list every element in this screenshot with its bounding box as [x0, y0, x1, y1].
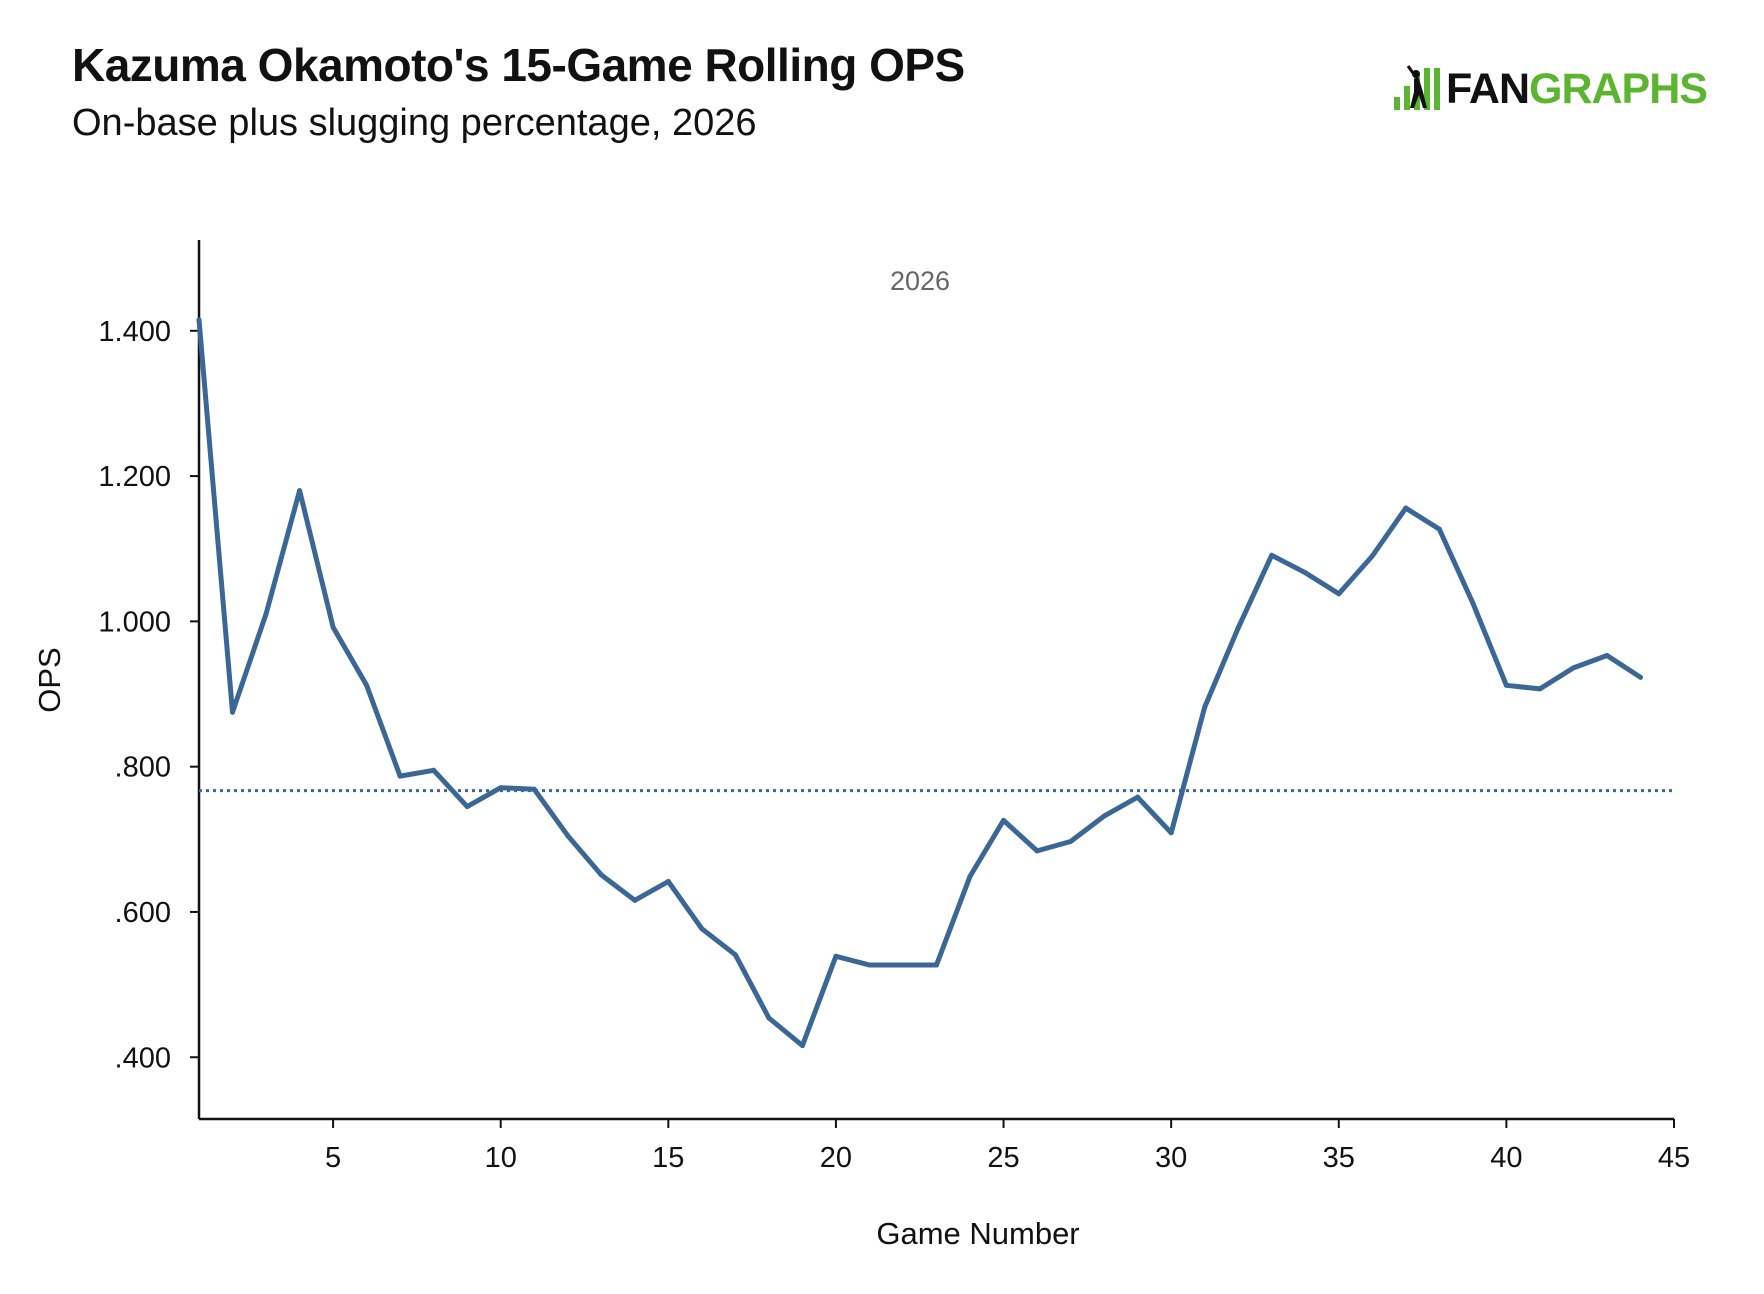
ops-data-point	[397, 773, 403, 779]
wordmark-graphs: GRAPHS	[1529, 64, 1708, 113]
fangraphs-logo: FANGRAPHS	[1392, 62, 1732, 116]
y-tick-label: 1.000	[98, 606, 171, 638]
y-tick-label: .600	[115, 897, 171, 929]
ops-data-point	[799, 1043, 805, 1049]
x-axis-title: Game Number	[876, 1216, 1079, 1251]
ops-data-point	[1436, 526, 1442, 532]
ops-data-point	[1403, 505, 1409, 511]
ops-data-point	[565, 833, 571, 839]
ops-data-point	[1235, 625, 1241, 631]
ops-data-point	[1570, 665, 1576, 671]
fangraphs-wordmark: FANGRAPHS	[1446, 64, 1708, 113]
ops-data-point	[1604, 653, 1610, 659]
x-tick-label: 35	[1323, 1142, 1355, 1174]
ops-data-point	[1503, 682, 1509, 688]
ops-data-point	[1202, 704, 1208, 710]
ops-data-point	[297, 488, 303, 494]
y-tick-label: 1.400	[98, 316, 171, 348]
ops-data-point	[1068, 838, 1074, 844]
ops-data-point	[1135, 794, 1141, 800]
ops-data-point	[263, 611, 269, 617]
ops-data-point	[900, 962, 906, 968]
ops-data-point	[866, 962, 872, 968]
chart-subtitle: On-base plus slugging percentage, 2026	[72, 102, 757, 144]
ops-data-point	[1001, 817, 1007, 823]
ops-data-point	[1034, 848, 1040, 854]
ops-data-point	[732, 952, 738, 958]
ops-data-point	[464, 804, 470, 810]
panel-label: 2026	[890, 266, 950, 296]
y-axis-title: OPS	[32, 647, 67, 712]
ops-data-point	[1637, 674, 1643, 680]
ops-data-point	[431, 767, 437, 773]
ops-data-point	[632, 897, 638, 903]
ops-data-point	[1369, 553, 1375, 559]
ops-data-point	[196, 317, 202, 323]
ops-data-point	[1336, 591, 1342, 597]
ops-data-point	[531, 786, 537, 792]
ops-data-point	[934, 962, 939, 968]
x-tick-label: 10	[485, 1142, 517, 1174]
ops-data-point	[699, 926, 705, 932]
ops-data-point	[1470, 600, 1476, 606]
ops-data-point	[1269, 552, 1275, 558]
ops-data-point	[1537, 686, 1543, 692]
ops-data-point	[498, 785, 504, 791]
x-tick-label: 30	[1155, 1142, 1187, 1174]
ops-data-point	[330, 624, 336, 630]
ops-data-point	[1168, 830, 1174, 836]
ops-data-point	[665, 878, 671, 884]
x-tick-label: 15	[652, 1142, 684, 1174]
chart-title: Kazuma Okamoto's 15-Game Rolling OPS	[72, 39, 965, 91]
wordmark-fan: FAN	[1446, 64, 1530, 113]
ops-data-point	[1101, 813, 1107, 819]
x-tick-label: 45	[1658, 1142, 1690, 1174]
ops-series-line	[196, 317, 1643, 1049]
x-tick-label: 5	[325, 1142, 341, 1174]
ops-data-point	[833, 953, 839, 959]
x-tick-label: 20	[820, 1142, 852, 1174]
ops-data-point	[364, 682, 370, 688]
ops-data-point	[1302, 570, 1308, 576]
ops-data-point	[766, 1015, 772, 1021]
x-tick-label: 40	[1490, 1142, 1522, 1174]
ops-data-point	[230, 709, 236, 715]
y-tick-label: .400	[115, 1042, 171, 1074]
ops-data-point	[967, 873, 973, 879]
y-tick-label: .800	[115, 752, 171, 784]
ops-data-point	[598, 872, 604, 878]
y-tick-label: 1.200	[98, 461, 171, 493]
batter-bars-icon	[1394, 65, 1440, 110]
x-tick-label: 25	[987, 1142, 1019, 1174]
